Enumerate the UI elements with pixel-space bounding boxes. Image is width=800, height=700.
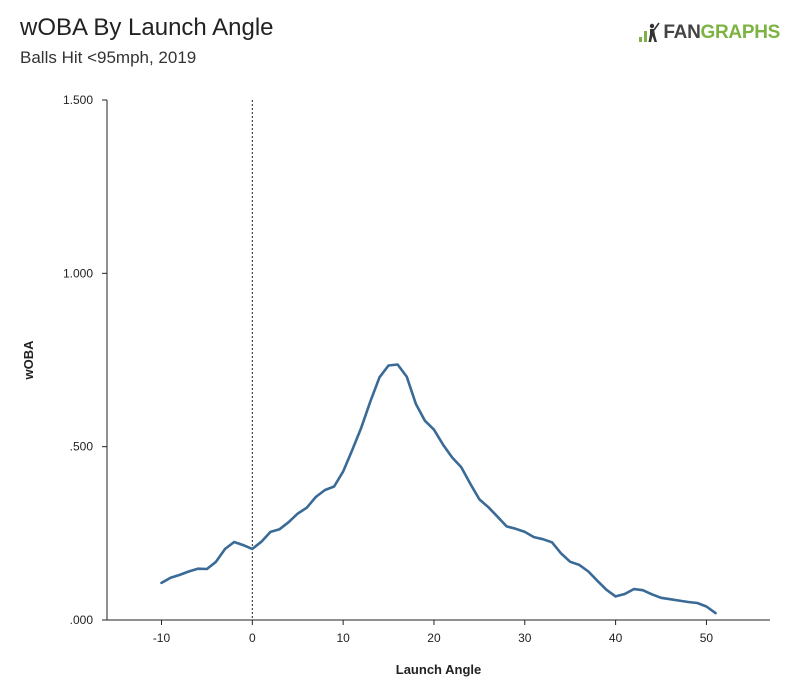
data-point (369, 400, 371, 402)
data-point (705, 605, 708, 608)
data-point (678, 599, 680, 602)
logo-text-graphs: GRAPHS (700, 22, 781, 43)
data-point (633, 588, 635, 590)
data-point (188, 570, 190, 573)
data-point (342, 471, 344, 473)
data-point (306, 507, 308, 509)
data-point (651, 593, 653, 595)
data-point (378, 376, 381, 378)
x-tick-label: -10 (153, 631, 171, 645)
data-point (533, 536, 535, 538)
data-point (206, 568, 208, 570)
data-point (569, 561, 571, 563)
data-point (333, 485, 335, 488)
logo-text-fan: FAN (663, 22, 701, 43)
y-tick-label: 1.500 (63, 93, 93, 107)
data-point (406, 376, 408, 378)
data-point (424, 420, 426, 422)
data-point (324, 489, 326, 491)
data-point (251, 548, 253, 550)
data-point (387, 364, 390, 367)
data-point (551, 541, 553, 543)
data-point (297, 512, 299, 515)
data-point (469, 483, 471, 485)
chart-title: wOBA By Launch Angle (20, 14, 274, 41)
data-point (451, 456, 453, 459)
data-point (415, 403, 417, 405)
x-tick-label: 40 (609, 631, 623, 645)
data-point (215, 561, 217, 563)
data-point (224, 548, 226, 550)
data-point (351, 449, 353, 451)
data-point (560, 552, 562, 555)
y-tick-label: .000 (70, 613, 94, 627)
data-point (506, 525, 508, 528)
x-tick-label: 0 (249, 631, 256, 645)
data-point (496, 516, 499, 518)
data-point (260, 541, 262, 543)
data-point (278, 528, 281, 530)
y-tick-label: 1.000 (63, 266, 93, 280)
data-point (624, 593, 626, 595)
data-point (642, 589, 644, 591)
x-tick-label: 50 (700, 631, 714, 645)
x-tick-label: 10 (336, 631, 350, 645)
data-point (487, 506, 490, 508)
data-point (360, 427, 362, 429)
data-point (615, 595, 617, 598)
data-point (596, 580, 599, 582)
data-point (242, 544, 244, 546)
data-point (269, 531, 272, 533)
data-point (524, 531, 526, 533)
data-point (605, 589, 608, 591)
data-point (197, 568, 199, 570)
data-point (478, 498, 480, 500)
data-point (160, 582, 163, 584)
data-point (233, 541, 235, 543)
data-point (397, 363, 399, 366)
fangraphs-logo: FAN GRAPHS (638, 18, 780, 48)
x-axis-title: Launch Angle (396, 662, 481, 677)
data-point (460, 466, 462, 468)
data-point (660, 597, 662, 599)
series-line-0 (160, 363, 717, 615)
data-point (169, 577, 172, 579)
data-point (578, 564, 580, 566)
data-point (696, 602, 698, 604)
chart-subtitle: Balls Hit <95mph, 2019 (20, 48, 197, 67)
data-point (542, 538, 544, 540)
x-tick-label: 30 (518, 631, 532, 645)
data-point (288, 521, 290, 523)
data-point (515, 528, 517, 530)
fangraphs-batter-icon (639, 22, 661, 42)
data-point (442, 443, 444, 446)
data-point (433, 429, 435, 431)
data-point (669, 598, 671, 600)
data-point (315, 496, 317, 498)
x-tick-label: 20 (427, 631, 441, 645)
y-tick-label: .500 (70, 440, 94, 454)
data-point (179, 574, 181, 576)
data-point (587, 570, 589, 573)
data-point (687, 601, 689, 603)
data-point (714, 612, 717, 614)
y-axis-title: wOBA (21, 340, 36, 381)
